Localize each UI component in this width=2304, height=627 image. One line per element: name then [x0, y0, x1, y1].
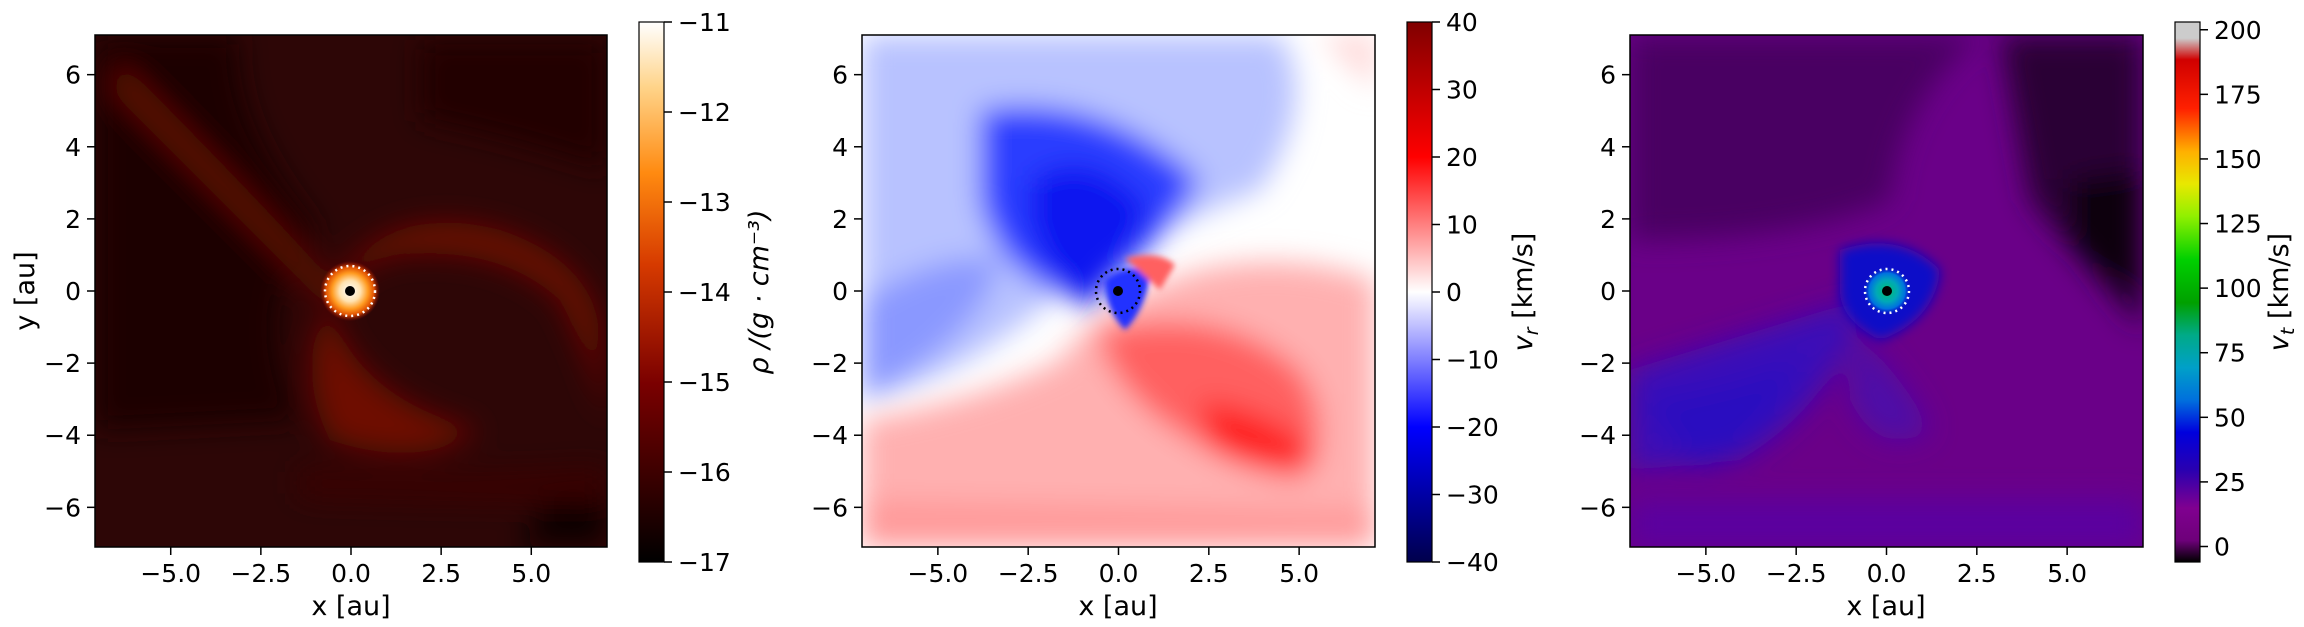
radial-velocity-marker-circle: [1094, 267, 1142, 315]
x-tick-label: 5.0: [511, 559, 551, 588]
x-tick-label: −2.5: [998, 559, 1059, 588]
colorbar-tick-label: 10: [1446, 211, 1478, 240]
x-tick-label: 0.0: [1099, 559, 1139, 588]
x-tick-label: 2.5: [1957, 559, 1997, 588]
density-panel: −5.0 −2.5 0.0 2.5 5.0 −6 −4 −2 0 2 4 6 x [au] y [au…: [10, 8, 775, 622]
colorbar-tick-label: 125: [2214, 210, 2262, 239]
colorbar-tick-label: −15: [678, 368, 731, 397]
colorbar-tick-label: −40: [1446, 548, 1499, 577]
density-marker-circle: [323, 264, 377, 318]
colorbar-tick-label: −14: [678, 278, 731, 307]
x-tick-label: −5.0: [140, 559, 201, 588]
y-tick-label: 4: [65, 133, 81, 162]
radial-velocity-colorbar-label-main: v: [1508, 334, 1539, 351]
colorbar-tick-label: 40: [1446, 8, 1478, 37]
x-tick-label: −5.0: [1676, 559, 1737, 588]
density-colorbar-label: ρ /(g · cm⁻³): [744, 210, 775, 375]
tangential-velocity-colorbar-label-sub: t: [2277, 326, 2299, 335]
colorbar-tick-label: 150: [2214, 145, 2262, 174]
density-colorbar-label-text: ρ /(g · cm⁻³): [744, 210, 775, 375]
density-ylabel: y [au]: [10, 251, 41, 330]
y-tick-label: 4: [832, 133, 848, 162]
y-tick-label: 0: [65, 277, 81, 306]
tangential-velocity-ticks: −5.0 −2.5 0.0 2.5 5.0 −6 −4 −2 0 2 4 6: [1579, 61, 2087, 588]
y-tick-label: −2: [44, 349, 81, 378]
tangential-velocity-colorbar-label-main: v: [2264, 334, 2295, 351]
y-tick-label: −4: [811, 421, 848, 450]
y-tick-label: 0: [832, 277, 848, 306]
density-colorbar: [638, 21, 665, 563]
y-tick-label: 2: [832, 205, 848, 234]
colorbar-tick-label: −13: [678, 188, 731, 217]
radial-velocity-colorbar-ticks: −40 −30 −20 −10 0 10 20 30 40: [1432, 8, 1499, 577]
x-tick-label: −5.0: [908, 559, 969, 588]
y-tick-label: −6: [1579, 493, 1616, 522]
density-heatmap: [95, 35, 607, 547]
y-tick-label: 6: [832, 61, 848, 90]
colorbar-tick-label: 100: [2214, 274, 2262, 303]
colorbar-tick-label: −12: [678, 98, 731, 127]
y-tick-label: −4: [44, 421, 81, 450]
tangential-velocity-colorbar-label-units: [km/s]: [2264, 233, 2295, 328]
colorbar-tick-label: 75: [2214, 339, 2246, 368]
colorbar-tick-label: 175: [2214, 80, 2262, 109]
density-colorbar-ticks: −17 −16 −15 −14 −13 −12 −11: [664, 8, 731, 577]
colorbar-tick-label: 30: [1446, 76, 1478, 105]
x-tick-label: 2.5: [421, 559, 461, 588]
colorbar-tick-label: −20: [1446, 413, 1499, 442]
x-tick-label: 5.0: [2047, 559, 2087, 588]
tangential-velocity-xlabel: x [au]: [1846, 591, 1925, 622]
tangential-velocity-colorbar-ticks: 0 25 50 75 100 125 150 175 200: [2200, 16, 2262, 561]
colorbar-tick-label: 25: [2214, 468, 2246, 497]
radial-velocity-colorbar-label-sub: r: [1521, 326, 1543, 335]
tangential-velocity-panel: −5.0 −2.5 0.0 2.5 5.0 −6 −4 −2 0 2 4 6 x [au] 0 25 50…: [1579, 16, 2299, 622]
density-ticks: −5.0 −2.5 0.0 2.5 5.0 −6 −4 −2 0 2 4 6: [44, 61, 551, 588]
colorbar-tick-label: 0: [2214, 532, 2230, 561]
radial-velocity-central-dot: [1113, 286, 1123, 296]
colorbar-tick-label: 200: [2214, 16, 2262, 45]
y-tick-label: −6: [44, 493, 81, 522]
x-tick-label: −2.5: [230, 559, 291, 588]
y-tick-label: −6: [811, 493, 848, 522]
colorbar-tick-label: −16: [678, 458, 731, 487]
y-tick-label: −2: [811, 349, 848, 378]
density-central-dot: [345, 286, 355, 296]
x-tick-label: 2.5: [1189, 559, 1229, 588]
radial-velocity-ticks: −5.0 −2.5 0.0 2.5 5.0 −6 −4 −2 0 2 4 6: [811, 61, 1319, 588]
radial-velocity-colorbar: [1406, 21, 1433, 563]
y-tick-label: −2: [1579, 349, 1616, 378]
colorbar-tick-label: −10: [1446, 346, 1499, 375]
colorbar-tick-label: −11: [678, 8, 731, 37]
tangential-velocity-colorbar: [2174, 21, 2201, 563]
y-tick-label: −4: [1579, 421, 1616, 450]
x-tick-label: 5.0: [1279, 559, 1319, 588]
tangential-velocity-central-dot: [1882, 286, 1892, 296]
y-tick-label: 2: [65, 205, 81, 234]
radial-velocity-colorbar-label: vr [km/s]: [1508, 233, 1543, 352]
y-tick-label: 4: [1600, 133, 1616, 162]
x-tick-label: 0.0: [1867, 559, 1907, 588]
y-tick-label: 0: [1600, 277, 1616, 306]
colorbar-tick-label: 50: [2214, 403, 2246, 432]
colorbar-tick-label: −30: [1446, 481, 1499, 510]
y-tick-label: 6: [1600, 61, 1616, 90]
x-tick-label: −2.5: [1766, 559, 1827, 588]
tangential-velocity-marker-circle: [1863, 267, 1911, 315]
density-xlabel: x [au]: [311, 591, 390, 622]
tangential-velocity-colorbar-label: vt [km/s]: [2264, 233, 2299, 351]
colorbar-tick-label: 20: [1446, 143, 1478, 172]
colorbar-tick-label: −17: [678, 548, 731, 577]
x-tick-label: 0.0: [331, 559, 371, 588]
colorbar-tick-label: 0: [1446, 278, 1462, 307]
radial-velocity-colorbar-label-units: [km/s]: [1508, 233, 1539, 328]
y-tick-label: 2: [1600, 205, 1616, 234]
y-tick-label: 6: [65, 61, 81, 90]
radial-velocity-xlabel: x [au]: [1078, 591, 1157, 622]
